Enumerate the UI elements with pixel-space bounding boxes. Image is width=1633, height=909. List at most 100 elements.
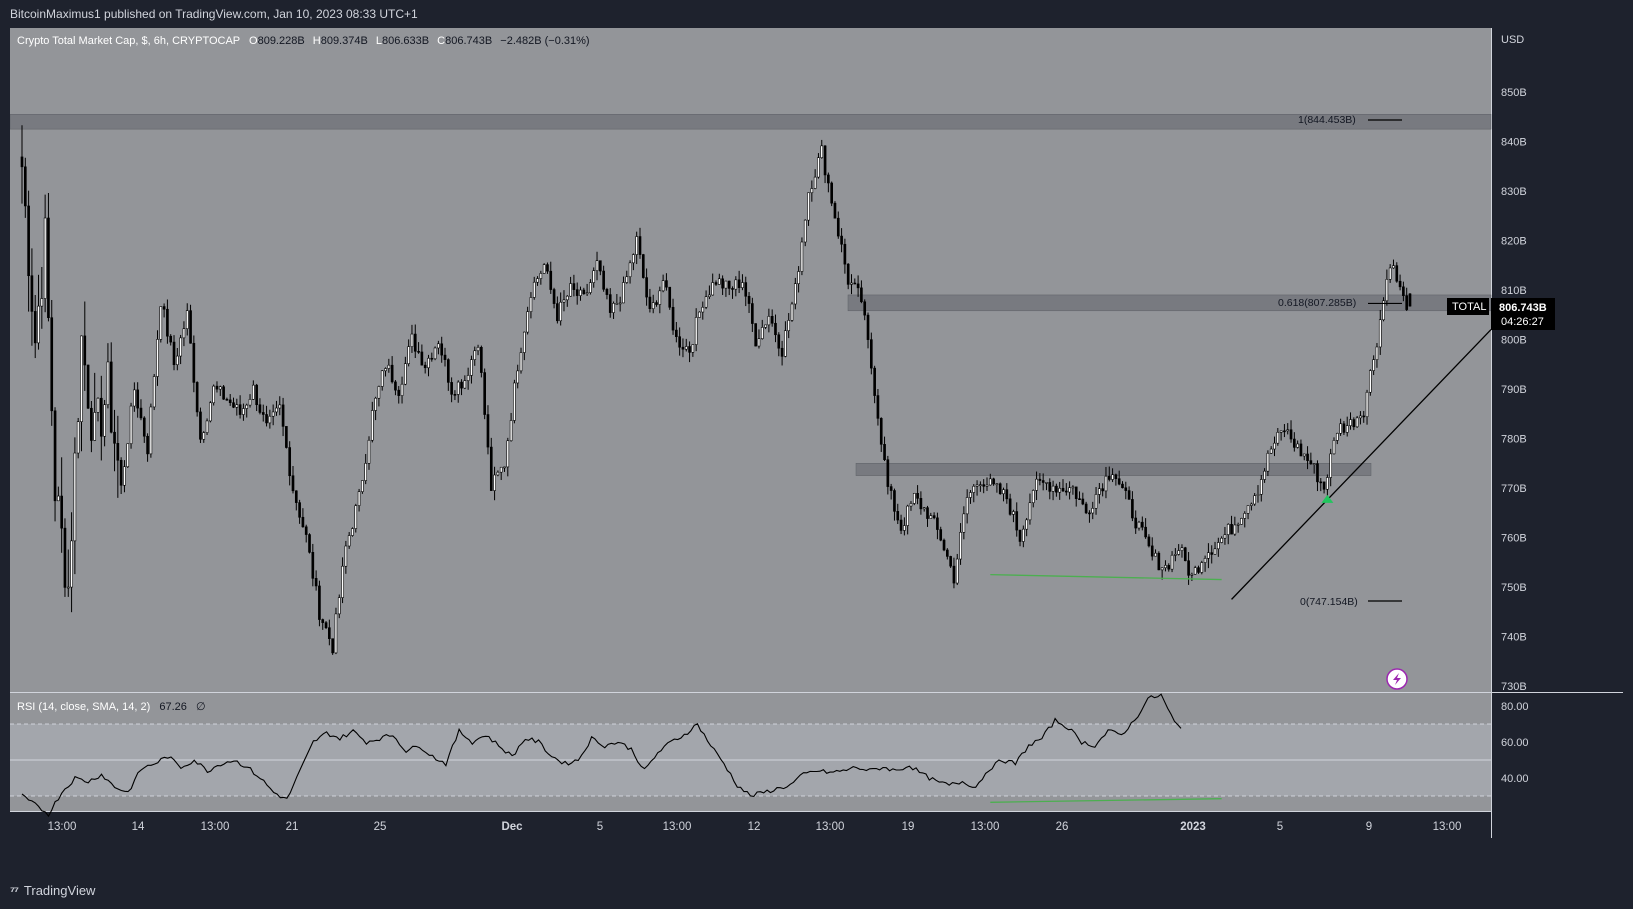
h-label: H	[313, 35, 321, 47]
candle	[33, 294, 37, 359]
currency-label: USD	[1501, 34, 1524, 46]
candle-up	[1240, 518, 1243, 525]
ascending-trendline	[1231, 329, 1492, 600]
candle	[853, 278, 857, 285]
candle	[463, 375, 467, 390]
candle	[209, 401, 212, 423]
price-pane[interactable]	[10, 28, 1491, 692]
candle	[1134, 510, 1138, 534]
candle	[641, 253, 645, 279]
candle	[1392, 259, 1395, 269]
candle	[734, 276, 738, 297]
candle	[516, 364, 520, 389]
candle-down	[1402, 286, 1405, 296]
candle	[767, 308, 771, 333]
candle-up	[1207, 552, 1210, 559]
candle-down	[770, 316, 774, 324]
candle	[228, 394, 232, 406]
candle	[1273, 436, 1276, 457]
last-price-tag: TOTAL 806.743B 04:26:27	[1447, 298, 1555, 330]
time-tick: 21	[286, 821, 299, 833]
candle-down	[1283, 430, 1286, 433]
candle	[747, 292, 751, 313]
candle	[1111, 468, 1114, 483]
candle-down	[142, 417, 146, 437]
candle	[1058, 481, 1062, 500]
candle-up	[66, 586, 70, 589]
candle	[678, 327, 681, 356]
candle	[291, 466, 295, 494]
candle	[529, 292, 533, 319]
candle	[261, 404, 265, 422]
candle-up	[767, 316, 771, 326]
candle	[43, 194, 47, 313]
candle	[612, 301, 615, 319]
candle	[843, 238, 847, 274]
candle	[982, 479, 986, 494]
candle	[965, 489, 969, 524]
candle	[879, 417, 883, 452]
symbol-title[interactable]: Crypto Total Market Cap, $, 6h, CRYPTOCA…	[17, 35, 240, 47]
candle-up	[1273, 442, 1276, 450]
candle-up	[1388, 267, 1392, 280]
candle-down	[747, 295, 751, 304]
candle	[99, 375, 103, 461]
candle	[483, 368, 486, 420]
bullish-arrow-icon	[1321, 494, 1334, 503]
rsi-label[interactable]: RSI (14, close, SMA, 14, 2)	[17, 701, 150, 713]
candle	[1071, 485, 1075, 495]
candle-up	[1276, 432, 1280, 444]
candle	[549, 261, 553, 294]
time-axis[interactable]: 13:00 14 13:00 21 25 Dec 5 13:00 12 13:00 19 13:00 2…	[48, 821, 1462, 833]
candle	[949, 555, 952, 568]
candle	[539, 270, 543, 285]
rsi-axis[interactable]: 80.00 60.00 40.00	[1501, 701, 1529, 785]
candle-down	[1147, 536, 1151, 547]
candle-down	[856, 283, 860, 289]
candle	[850, 274, 853, 295]
candle	[311, 543, 315, 587]
candle-down	[688, 346, 691, 353]
candle-up	[625, 276, 629, 283]
candle-down	[1197, 567, 1200, 573]
candle	[979, 481, 982, 492]
candle-down	[420, 351, 424, 366]
candle	[30, 248, 34, 346]
symbol-tag: TOTAL	[1452, 301, 1486, 313]
candle	[285, 426, 288, 449]
candle-down	[899, 519, 903, 531]
candle-up	[694, 317, 698, 345]
candle-up	[1359, 415, 1362, 419]
candle	[288, 441, 292, 486]
candle-down	[1134, 517, 1138, 529]
candle	[522, 331, 526, 361]
candle	[1256, 485, 1260, 503]
candle	[400, 376, 404, 404]
footer-brand[interactable]: ⁷⁷ TradingView	[10, 880, 95, 902]
chart-container[interactable]: 1(844.453B) 0.618(807.285B) 0(747.154B) …	[9, 28, 1623, 875]
candle	[589, 279, 592, 295]
candle	[1074, 486, 1078, 507]
candle-up	[1392, 265, 1395, 269]
time-tick: 14	[132, 821, 145, 833]
candle	[651, 294, 655, 314]
candle-down	[430, 357, 434, 360]
candle-down	[261, 412, 265, 415]
time-tick: 5	[1277, 821, 1283, 833]
candle	[955, 553, 959, 586]
candle-down	[139, 407, 143, 419]
candle-down	[1319, 481, 1323, 484]
candle-up	[1243, 513, 1247, 519]
candle-down	[836, 217, 840, 237]
candle-down	[413, 333, 417, 352]
price-axis[interactable]: USD 850B 840B 830B 820B 810B 800B 790B 780B 770B…	[1501, 34, 1527, 693]
lightning-icon[interactable]	[1386, 668, 1408, 690]
last-price-value: 806.743B	[1499, 302, 1547, 314]
candle	[456, 380, 460, 403]
candle	[446, 358, 450, 391]
candle	[258, 398, 262, 415]
chart-svg[interactable]: 1(844.453B) 0.618(807.285B) 0(747.154B) …	[9, 28, 1623, 875]
candle-up	[684, 346, 688, 350]
candle-up	[387, 364, 391, 369]
candle	[645, 268, 648, 306]
